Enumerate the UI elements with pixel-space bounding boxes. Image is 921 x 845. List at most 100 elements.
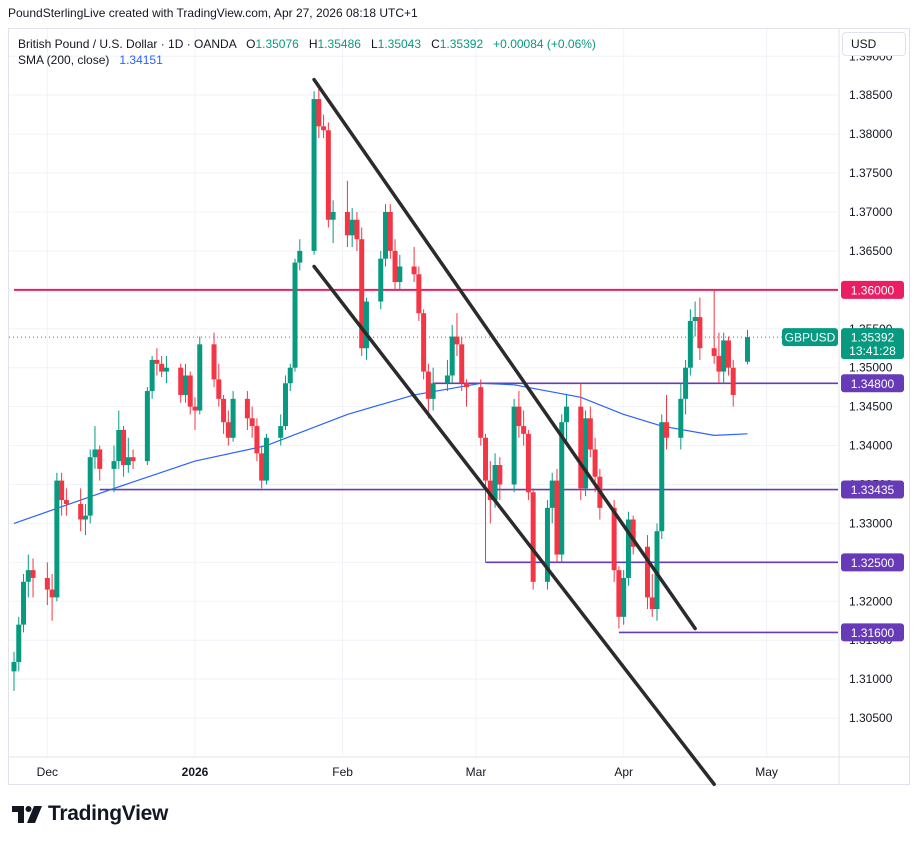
y-tick-label: 1.30500 bbox=[849, 711, 893, 725]
candle-body bbox=[716, 356, 722, 372]
candle-body bbox=[287, 367, 293, 384]
candle bbox=[87, 449, 93, 524]
y-tick-label: 1.32000 bbox=[849, 594, 893, 608]
candle-body bbox=[230, 398, 236, 438]
candle-body bbox=[449, 336, 455, 376]
candle bbox=[716, 332, 722, 384]
candle bbox=[282, 375, 288, 430]
y-tick-label: 1.37000 bbox=[849, 205, 893, 219]
x-tick-label: Mar bbox=[466, 765, 487, 779]
candle bbox=[354, 211, 360, 251]
candle-body bbox=[44, 577, 50, 590]
candle bbox=[411, 247, 417, 283]
candle bbox=[459, 336, 465, 392]
candle-body bbox=[130, 457, 136, 462]
candle-body bbox=[325, 130, 331, 220]
candle-body bbox=[664, 422, 670, 438]
candle bbox=[692, 301, 698, 337]
candle-body bbox=[225, 422, 231, 438]
candle bbox=[121, 426, 127, 477]
candle-body bbox=[25, 570, 31, 582]
level-price-tag bbox=[841, 553, 904, 572]
candle bbox=[159, 356, 165, 378]
candle-body bbox=[359, 239, 365, 349]
candle-body bbox=[221, 398, 227, 423]
price-tags: 1.36000 1.34800 1.33435 1.32500 1.31600 GBPUS… bbox=[782, 280, 904, 642]
candle-body bbox=[630, 519, 636, 547]
candle bbox=[697, 297, 703, 360]
candle bbox=[711, 289, 717, 364]
candle bbox=[259, 445, 265, 489]
candle-body bbox=[564, 406, 570, 423]
y-tick-label: 1.34500 bbox=[849, 400, 893, 414]
chart-frame bbox=[8, 28, 910, 785]
candle bbox=[25, 554, 31, 598]
candle bbox=[197, 336, 203, 415]
current-price-tag bbox=[841, 328, 904, 360]
candle-body bbox=[478, 387, 484, 438]
x-tick-label: Apr bbox=[614, 765, 633, 779]
candle-body bbox=[730, 367, 736, 395]
candle bbox=[254, 418, 260, 462]
candle-body bbox=[578, 406, 584, 489]
candle-body bbox=[687, 320, 693, 368]
legend-symbol: British Pound / U.S. Dollar · 1D · OANDA bbox=[18, 37, 237, 51]
candle-body bbox=[525, 433, 531, 493]
candle bbox=[421, 309, 427, 380]
tradingview-wordmark: TradingView bbox=[48, 802, 169, 825]
candle bbox=[163, 356, 169, 384]
candle bbox=[564, 394, 570, 446]
channel-trend-line bbox=[312, 264, 716, 787]
currency-button[interactable]: USD bbox=[842, 32, 906, 56]
tradingview-brand[interactable]: TradingView bbox=[12, 802, 168, 826]
candle bbox=[111, 445, 117, 493]
legend-high-value: 1.35486 bbox=[317, 37, 361, 51]
candle-body bbox=[197, 344, 203, 411]
candle bbox=[454, 313, 460, 357]
x-tick-label: Feb bbox=[332, 765, 353, 779]
y-tick-label: 1.38000 bbox=[849, 127, 893, 141]
candle bbox=[449, 324, 455, 384]
candle bbox=[225, 410, 231, 446]
symbol-tag bbox=[782, 328, 838, 347]
candle-body bbox=[178, 367, 184, 395]
candle bbox=[49, 574, 55, 621]
level-price-label: 1.31600 bbox=[851, 626, 895, 640]
candle bbox=[154, 348, 160, 376]
candle bbox=[311, 91, 317, 255]
candle bbox=[511, 398, 517, 493]
candle-body bbox=[354, 219, 360, 240]
candle bbox=[216, 363, 222, 407]
candle-body bbox=[397, 266, 403, 283]
candle bbox=[130, 449, 136, 469]
candle-body bbox=[625, 519, 631, 578]
candle bbox=[125, 437, 131, 473]
candle-body bbox=[159, 363, 165, 372]
candle bbox=[397, 254, 403, 290]
candle-body bbox=[297, 250, 303, 263]
candle-body bbox=[216, 379, 222, 399]
candle-body bbox=[678, 398, 684, 438]
y-tick-label: 1.36500 bbox=[849, 244, 893, 258]
candle-body bbox=[163, 367, 169, 372]
candle bbox=[483, 433, 489, 563]
candle-body bbox=[278, 426, 284, 438]
candle bbox=[11, 651, 17, 691]
candle-body bbox=[16, 624, 22, 663]
candle bbox=[497, 457, 503, 501]
channel-trend-line bbox=[312, 77, 697, 631]
candle-body bbox=[97, 449, 103, 469]
candle bbox=[721, 332, 727, 384]
candle bbox=[178, 363, 184, 403]
y-tick-label: 1.31000 bbox=[849, 672, 893, 686]
candle-body bbox=[487, 480, 493, 501]
x-tick-label: Dec bbox=[37, 765, 58, 779]
candle-body bbox=[125, 457, 131, 466]
x-axis: Dec 2026 Feb Mar Apr May bbox=[37, 765, 778, 779]
candle-body bbox=[521, 426, 527, 434]
candle-body bbox=[721, 340, 727, 372]
y-tick-label: 1.38500 bbox=[849, 88, 893, 102]
candle-body bbox=[321, 126, 327, 131]
candle-body bbox=[430, 383, 436, 399]
